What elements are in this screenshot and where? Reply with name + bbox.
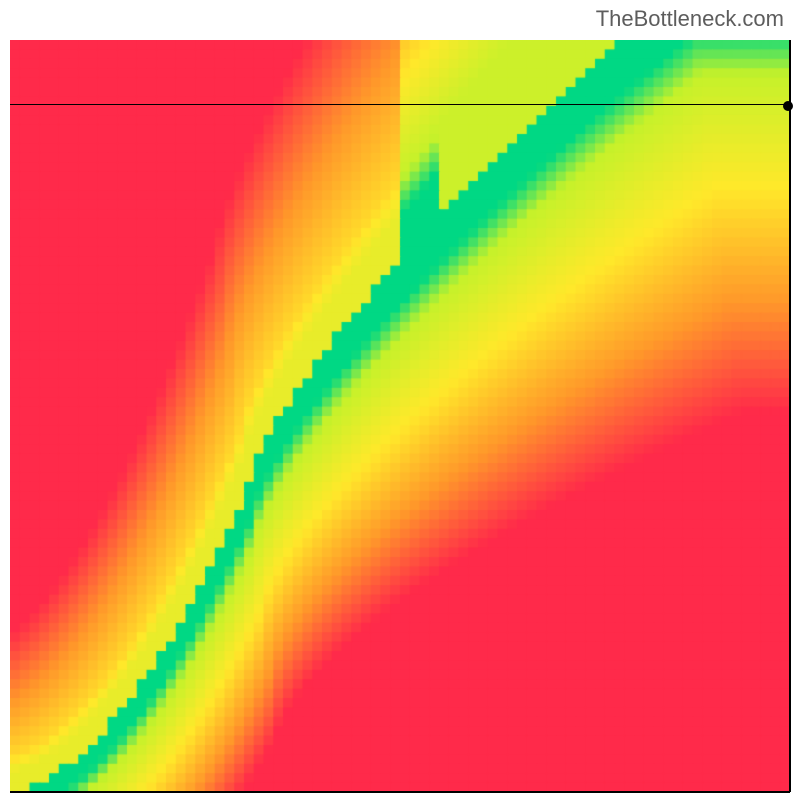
horizontal-reference-line — [10, 104, 790, 105]
watermark-text: TheBottleneck.com — [596, 6, 784, 32]
heatmap-canvas — [10, 40, 790, 792]
reference-point-dot — [783, 101, 793, 111]
axis-bottom-border — [10, 791, 790, 793]
axis-right-border — [789, 40, 791, 792]
heatmap-chart — [10, 40, 790, 792]
